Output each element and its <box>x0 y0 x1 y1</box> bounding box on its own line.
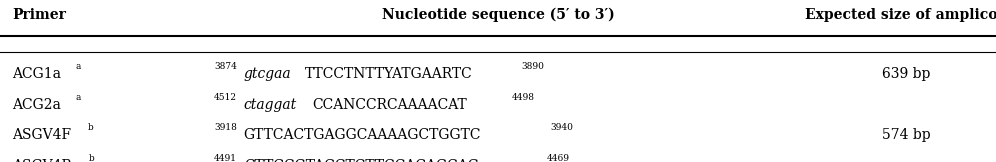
Text: Primer: Primer <box>12 8 66 23</box>
Text: 4469: 4469 <box>547 154 570 162</box>
Text: ASGV4R: ASGV4R <box>12 159 72 162</box>
Text: ctaggat: ctaggat <box>244 98 297 112</box>
Text: 639 bp: 639 bp <box>882 67 930 81</box>
Text: 3874: 3874 <box>214 62 237 71</box>
Text: Nucleotide sequence (5′ to 3′): Nucleotide sequence (5′ to 3′) <box>381 8 615 23</box>
Text: 4512: 4512 <box>214 93 237 102</box>
Text: CCANCCRCAAAACAT: CCANCCRCAAAACAT <box>313 98 467 112</box>
Text: 4498: 4498 <box>512 93 535 102</box>
Text: TTCCTNTTYATGAARTC: TTCCTNTTYATGAARTC <box>305 67 473 81</box>
Text: a: a <box>75 93 81 102</box>
Text: b: b <box>89 123 94 132</box>
Text: Expected size of amplicon: Expected size of amplicon <box>805 8 996 23</box>
Text: ACG2a: ACG2a <box>12 98 61 112</box>
Text: 3918: 3918 <box>214 123 237 132</box>
Text: b: b <box>90 154 95 162</box>
Text: 574 bp: 574 bp <box>882 128 930 142</box>
Text: ASGV4F: ASGV4F <box>12 128 71 142</box>
Text: a: a <box>75 62 81 71</box>
Text: CTTCCGTACCTCTTCCACAGCAG: CTTCCGTACCTCTTCCACAGCAG <box>244 159 479 162</box>
Text: GTTCACTGAGGCAAAAGCTGGTC: GTTCACTGAGGCAAAAGCTGGTC <box>244 128 481 142</box>
Text: ACG1a: ACG1a <box>12 67 61 81</box>
Text: 4491: 4491 <box>214 154 237 162</box>
Text: gtcgaa: gtcgaa <box>244 67 291 81</box>
Text: 3890: 3890 <box>522 62 545 71</box>
Text: 3940: 3940 <box>550 123 573 132</box>
